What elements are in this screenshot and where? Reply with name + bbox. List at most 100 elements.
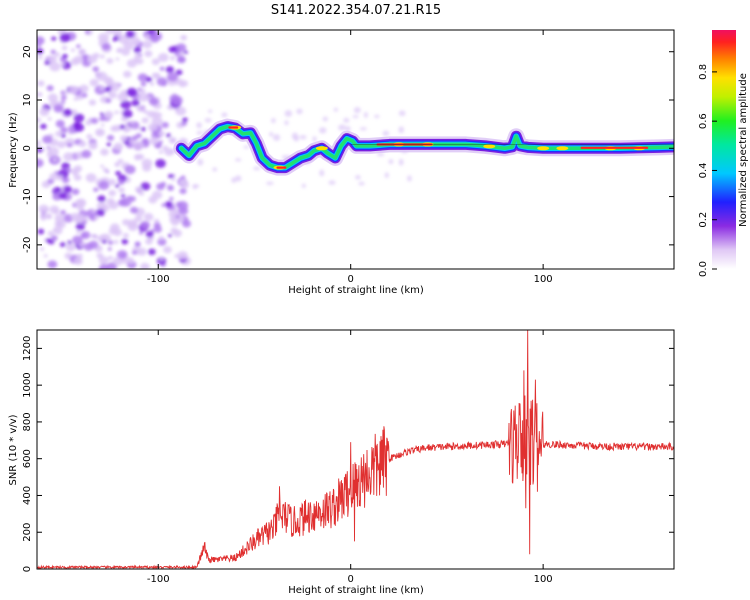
noise-speckle [143,213,154,222]
snr-ylabel: SNR (10 * v/v) [8,414,19,485]
noise-speckle [98,256,109,265]
noise-speckle [165,66,174,73]
noise-speckle [158,113,163,117]
noise-speckle [92,234,99,240]
faint-speckle [243,145,249,149]
noise-speckle [113,239,119,245]
faint-speckle [359,127,367,131]
noise-speckle [115,170,122,176]
snr-xtick-label: -100 [147,574,170,585]
snr-ytick-label: 400 [22,486,33,505]
noise-speckle [156,182,165,191]
noise-speckle [47,93,58,102]
snr-ytick-label: 1000 [22,372,33,397]
faint-speckle [355,175,361,180]
noise-speckle [41,216,46,221]
noise-speckle [55,119,65,128]
noise-speckle [112,256,124,266]
noise-speckle [106,58,114,64]
noise-speckle [153,218,160,224]
spec-xtick-label: 0 [348,274,354,285]
noise-speckle [155,73,161,77]
spectrogram-ylabel: Frequency (Hz) [8,112,19,188]
noise-speckle [152,190,163,200]
faint-speckle [266,181,274,186]
noise-speckle [81,149,92,159]
noise-speckle [52,157,58,162]
noise-speckle [37,80,45,87]
noise-speckle [171,95,183,105]
noise-speckle [121,238,129,245]
noise-speckle [122,109,133,118]
noise-speckle [129,36,141,46]
faint-speckle [382,130,390,137]
snr-ytick-label: 0 [22,566,33,572]
noise-speckle [169,196,174,201]
noise-speckle [154,142,162,149]
noise-speckle [107,178,116,186]
noise-speckle [70,109,78,116]
noise-speckle [53,209,60,215]
faint-speckle [363,111,368,119]
faint-speckle [234,158,242,162]
noise-speckle [174,254,180,259]
noise-speckle [73,113,85,123]
noise-speckle [47,117,52,121]
faint-speckle [343,117,350,123]
noise-speckle [93,187,99,192]
noise-speckle [60,62,66,67]
noise-speckle [104,86,112,93]
noise-speckle [86,134,93,140]
faint-speckle [345,125,351,132]
noise-speckle [159,140,163,144]
noise-speckle [158,131,164,137]
faint-speckle [319,169,325,177]
noise-speckle [105,30,115,35]
noise-speckle [107,247,112,251]
faint-speckle [253,166,261,171]
noise-speckle [157,53,169,62]
noise-speckle [60,209,66,215]
noise-speckle [46,146,51,150]
noise-speckle [123,70,132,78]
noise-speckle [151,31,163,41]
noise-speckle [99,112,104,116]
noise-speckle [137,73,148,82]
noise-speckle [81,220,87,225]
noise-speckle [176,43,187,52]
noise-speckle [123,128,128,132]
faint-speckle [312,136,317,142]
faint-speckle [398,110,406,117]
faint-speckle [319,127,327,134]
spec-ytick-label: -10 [22,188,33,204]
faint-speckle [377,152,385,157]
noise-speckle [39,107,50,117]
noise-speckle [101,43,111,51]
noise-speckle [106,78,114,85]
noise-speckle [116,49,121,53]
faint-speckle [272,134,281,141]
noise-speckle [147,248,156,256]
faint-speckle [196,122,202,129]
noise-speckle [63,152,74,162]
faint-speckle [338,124,347,131]
noise-speckle [177,251,188,260]
noise-speckle [182,117,188,123]
noise-speckle [62,53,68,59]
noise-speckle [76,90,82,95]
noise-speckle [145,231,154,238]
noise-speckle [73,257,83,265]
noise-speckle [165,133,171,138]
faint-speckle [333,107,338,112]
faint-speckle [221,112,228,118]
noise-speckle [51,36,57,41]
noise-speckle [170,227,179,234]
noise-speckle [156,257,167,265]
noise-speckle [105,98,112,104]
ridge-hotspot [483,144,496,149]
noise-speckle [42,135,53,144]
noise-speckle [106,142,112,147]
noise-speckle [61,45,68,51]
noise-speckle [115,184,120,188]
